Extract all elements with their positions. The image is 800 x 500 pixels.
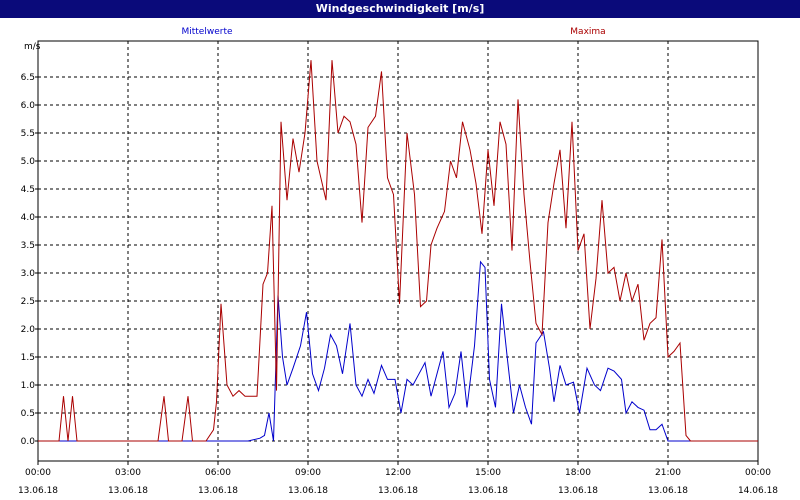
y-tick-label: 6.5	[21, 73, 35, 83]
x-tick-time-label: 03:00	[115, 468, 141, 478]
x-tick-date-label: 13.06.18	[198, 486, 238, 496]
grid-layer	[38, 41, 758, 461]
x-tick-date-label: 13.06.18	[108, 486, 148, 496]
y-axis-ticks: 0.0 0.5 1.0 1.5 2.0 2.5 3.0 3.5 4.0 4.5 5.0 5.5 6.0 6…	[21, 73, 38, 447]
x-tick-time-label: 09:00	[295, 468, 321, 478]
y-tick-label: 4.5	[21, 185, 35, 195]
x-tick-time-label: 00:00	[25, 468, 51, 478]
y-tick-label: 4.0	[21, 213, 36, 223]
x-tick-time-label: 12:00	[385, 468, 411, 478]
y-axis-unit-label: m/s	[24, 42, 41, 52]
legend-maxima: Maxima	[570, 27, 605, 37]
y-tick-label: 2.0	[21, 325, 36, 335]
x-tick-date-label: 13.06.18	[648, 486, 688, 496]
y-tick-label: 1.0	[21, 381, 36, 391]
series-line-maxima	[38, 60, 758, 442]
x-tick-date-label: 13.06.18	[18, 486, 58, 496]
y-tick-label: 3.0	[21, 269, 36, 279]
series-line-mittelwerte	[38, 260, 758, 442]
x-tick-time-label: 18:00	[565, 468, 591, 478]
x-tick-time-label: 21:00	[655, 468, 681, 478]
y-tick-label: 5.5	[21, 129, 35, 139]
y-tick-label: 6.0	[21, 101, 36, 111]
x-tick-date-label: 13.06.18	[288, 486, 328, 496]
y-tick-label: 1.5	[21, 353, 35, 363]
x-tick-time-label: 00:00	[745, 468, 771, 478]
x-tick-time-label: 06:00	[205, 468, 231, 478]
x-tick-date-label: 14.06.18	[738, 486, 778, 496]
y-tick-label: 0.0	[21, 437, 36, 447]
legend-mittelwerte: Mittelwerte	[181, 27, 232, 37]
window-title: Windgeschwindigkeit [m/s]	[0, 0, 800, 18]
y-tick-label: 0.5	[21, 409, 35, 419]
x-tick-date-label: 13.06.18	[468, 486, 508, 496]
x-tick-date-label: 13.06.18	[558, 486, 598, 496]
x-tick-date-label: 13.06.18	[378, 486, 418, 496]
y-tick-label: 2.5	[21, 297, 35, 307]
x-tick-time-label: 15:00	[475, 468, 501, 478]
y-tick-label: 5.0	[21, 157, 36, 167]
x-axis-ticks: 00:00 13.06.18 03:00 13.06.18 06:00 13.06.18 0…	[18, 461, 778, 496]
y-tick-label: 3.5	[21, 241, 35, 251]
series-layer	[38, 60, 758, 442]
